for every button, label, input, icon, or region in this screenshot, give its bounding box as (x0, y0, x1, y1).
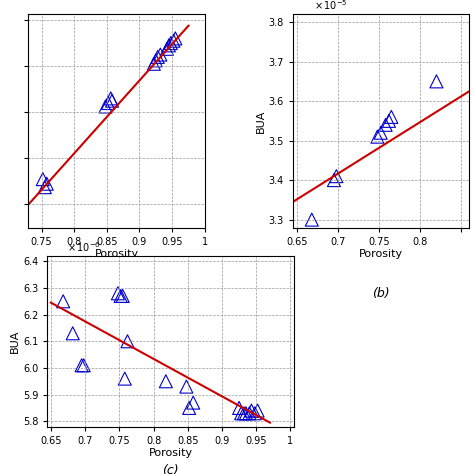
Point (107, 95, 115, 102)
Point (108, 97, 116, 104)
Point (114, 290, 122, 297)
Point (172, 35, 179, 42)
Y-axis label: BUA: BUA (256, 109, 266, 133)
Point (152, 56, 160, 64)
Point (246, 410, 253, 417)
Point (124, 337, 131, 345)
Point (80, 362, 88, 369)
Point (43, 180, 51, 188)
Point (382, 121, 390, 128)
Point (388, 113, 395, 121)
Point (374, 133, 381, 140)
Point (237, 410, 245, 417)
Point (433, 78, 440, 85)
Point (78, 362, 85, 369)
Point (385, 117, 392, 125)
Point (242, 410, 250, 417)
Point (167, 39, 174, 47)
Point (333, 173, 340, 180)
Point (185, 404, 193, 412)
Text: (c): (c) (162, 464, 179, 474)
Text: (a): (a) (108, 287, 125, 300)
Point (150, 60, 158, 68)
Point (330, 176, 338, 184)
Point (117, 292, 125, 300)
Point (247, 407, 255, 414)
Point (59, 298, 67, 305)
Point (182, 383, 190, 391)
Point (190, 399, 197, 406)
X-axis label: Porosity: Porosity (148, 448, 193, 458)
Point (119, 292, 127, 300)
Text: $\times\,10^{-6}$: $\times\,10^{-6}$ (67, 240, 101, 254)
Point (39, 175, 46, 183)
Point (102, 103, 109, 110)
X-axis label: Porosity: Porosity (94, 249, 139, 259)
Point (170, 37, 177, 45)
Point (254, 407, 261, 414)
Text: $\times\,10^{-5}$: $\times\,10^{-5}$ (314, 0, 348, 12)
X-axis label: Porosity: Porosity (359, 249, 403, 259)
Point (165, 42, 173, 49)
Point (154, 53, 162, 61)
Point (377, 129, 384, 137)
Point (41, 183, 48, 191)
Point (162, 377, 170, 385)
Y-axis label: BUA: BUA (10, 329, 20, 353)
Point (251, 410, 259, 417)
Text: (b): (b) (372, 287, 390, 300)
Point (308, 216, 316, 223)
Point (156, 51, 164, 58)
Point (235, 404, 243, 412)
Point (104, 99, 112, 107)
Point (163, 45, 171, 53)
Point (69, 329, 76, 337)
Point (240, 410, 248, 417)
Point (121, 375, 128, 383)
